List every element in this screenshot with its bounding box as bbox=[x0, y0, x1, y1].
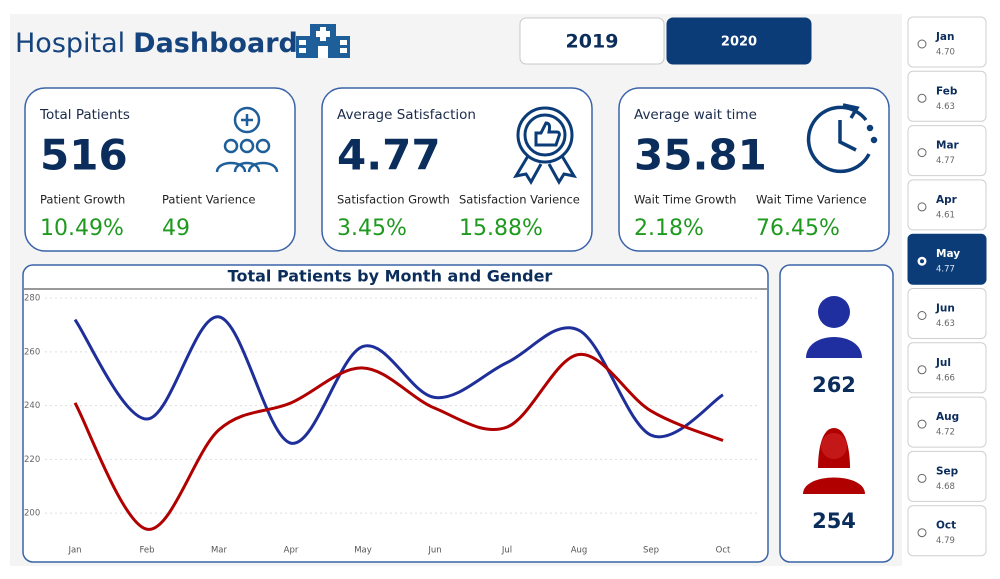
x-tick-label: Oct bbox=[716, 546, 731, 556]
title-part: Dashboard bbox=[133, 28, 298, 59]
month-button[interactable] bbox=[907, 288, 987, 339]
month-button[interactable] bbox=[907, 396, 987, 448]
year-button[interactable] bbox=[666, 17, 812, 65]
x-tick-label: Sep bbox=[643, 546, 659, 556]
month-button[interactable] bbox=[907, 70, 987, 122]
month-name: Sep bbox=[936, 465, 959, 477]
female-count: 254 bbox=[812, 509, 856, 533]
growth-label: Patient Growth bbox=[40, 193, 125, 207]
chart-card bbox=[22, 264, 769, 563]
kpi-card bbox=[618, 87, 890, 252]
radio bbox=[917, 528, 927, 538]
year-button[interactable] bbox=[519, 17, 665, 65]
month-name: Jul bbox=[935, 357, 951, 369]
month-value: 4.61 bbox=[936, 210, 955, 220]
month-button[interactable] bbox=[907, 342, 987, 394]
month-button[interactable] bbox=[907, 125, 987, 177]
x-tick-label: Jun bbox=[427, 546, 441, 556]
radio-dot bbox=[920, 259, 924, 264]
month-value: 4.72 bbox=[936, 428, 955, 438]
variance-label: Wait Time Varience bbox=[756, 193, 867, 207]
y-tick-label: 280 bbox=[24, 294, 40, 304]
hospital-icon bbox=[296, 24, 350, 58]
y-tick-label: 200 bbox=[24, 509, 40, 519]
month-name: Mar bbox=[936, 140, 960, 152]
x-tick-label: Feb bbox=[139, 546, 154, 556]
month-button[interactable] bbox=[907, 16, 987, 68]
month-value: 4.77 bbox=[936, 156, 955, 166]
x-tick-label: Aug bbox=[571, 546, 588, 556]
variance-value: 49 bbox=[162, 216, 190, 241]
growth-label: Wait Time Growth bbox=[634, 193, 736, 207]
clock-icon bbox=[806, 103, 878, 174]
month-name: Jan bbox=[935, 31, 954, 43]
radio bbox=[917, 39, 927, 49]
month-name: Apr bbox=[936, 194, 958, 206]
page-title: Hospital Dashboard bbox=[15, 28, 298, 59]
patients-icon bbox=[215, 106, 279, 173]
y-tick-label: 260 bbox=[24, 347, 40, 357]
radio bbox=[917, 93, 927, 103]
female-icon bbox=[803, 428, 865, 494]
month-name: Feb bbox=[936, 85, 958, 97]
month-value: 4.79 bbox=[936, 536, 955, 546]
kpi-card bbox=[24, 87, 296, 252]
x-tick-label: May bbox=[354, 546, 372, 556]
month-name: Oct bbox=[936, 520, 956, 532]
variance-label: Satisfaction Varience bbox=[459, 193, 580, 207]
line-series bbox=[73, 353, 724, 531]
month-name: Jun bbox=[935, 303, 955, 315]
chart-title: Total Patients by Month and Gender bbox=[228, 267, 553, 286]
month-button[interactable] bbox=[907, 450, 987, 502]
month-name: May bbox=[936, 248, 960, 260]
month-button[interactable] bbox=[907, 505, 987, 557]
month-value: 4.77 bbox=[936, 265, 955, 275]
year-label: 2019 bbox=[566, 31, 619, 53]
growth-value: 2.18% bbox=[634, 216, 704, 241]
kpi-title: Total Patients bbox=[39, 107, 130, 123]
month-value: 4.63 bbox=[936, 102, 955, 112]
radio bbox=[917, 148, 927, 158]
month-value: 4.63 bbox=[936, 319, 955, 329]
radio bbox=[917, 365, 927, 375]
month-value: 4.66 bbox=[936, 373, 955, 383]
month-button[interactable] bbox=[907, 179, 987, 231]
kpi-title: Average wait time bbox=[634, 107, 757, 123]
month-name: Aug bbox=[936, 411, 959, 423]
y-tick-label: 240 bbox=[24, 401, 40, 411]
x-tick-label: Mar bbox=[211, 546, 228, 556]
month-value: 4.68 bbox=[936, 482, 955, 492]
radio bbox=[917, 419, 927, 429]
x-tick-label: Jan bbox=[67, 546, 81, 556]
satisfaction-icon bbox=[512, 106, 578, 185]
month-value: 4.70 bbox=[936, 48, 955, 58]
month-button[interactable] bbox=[907, 233, 987, 285]
title-part: Hospital bbox=[15, 28, 125, 59]
y-tick-label: 220 bbox=[24, 455, 40, 465]
male-icon bbox=[806, 296, 862, 358]
variance-label: Patient Varience bbox=[162, 193, 255, 207]
growth-value: 10.49% bbox=[40, 216, 124, 241]
kpi-value: 516 bbox=[40, 131, 128, 180]
male-count: 262 bbox=[812, 373, 856, 397]
growth-label: Satisfaction Growth bbox=[337, 193, 450, 207]
variance-value: 15.88% bbox=[459, 216, 543, 241]
x-tick-label: Apr bbox=[284, 546, 299, 556]
radio bbox=[917, 473, 927, 483]
growth-value: 3.45% bbox=[337, 216, 407, 241]
kpi-value: 4.77 bbox=[337, 131, 441, 180]
radio bbox=[917, 202, 927, 212]
x-tick-label: Jul bbox=[501, 546, 512, 556]
year-label: 2020 bbox=[721, 35, 757, 50]
kpi-title: Average Satisfaction bbox=[337, 107, 476, 123]
radio bbox=[917, 311, 927, 320]
kpi-value: 35.81 bbox=[634, 131, 767, 180]
variance-value: 76.45% bbox=[756, 216, 840, 241]
